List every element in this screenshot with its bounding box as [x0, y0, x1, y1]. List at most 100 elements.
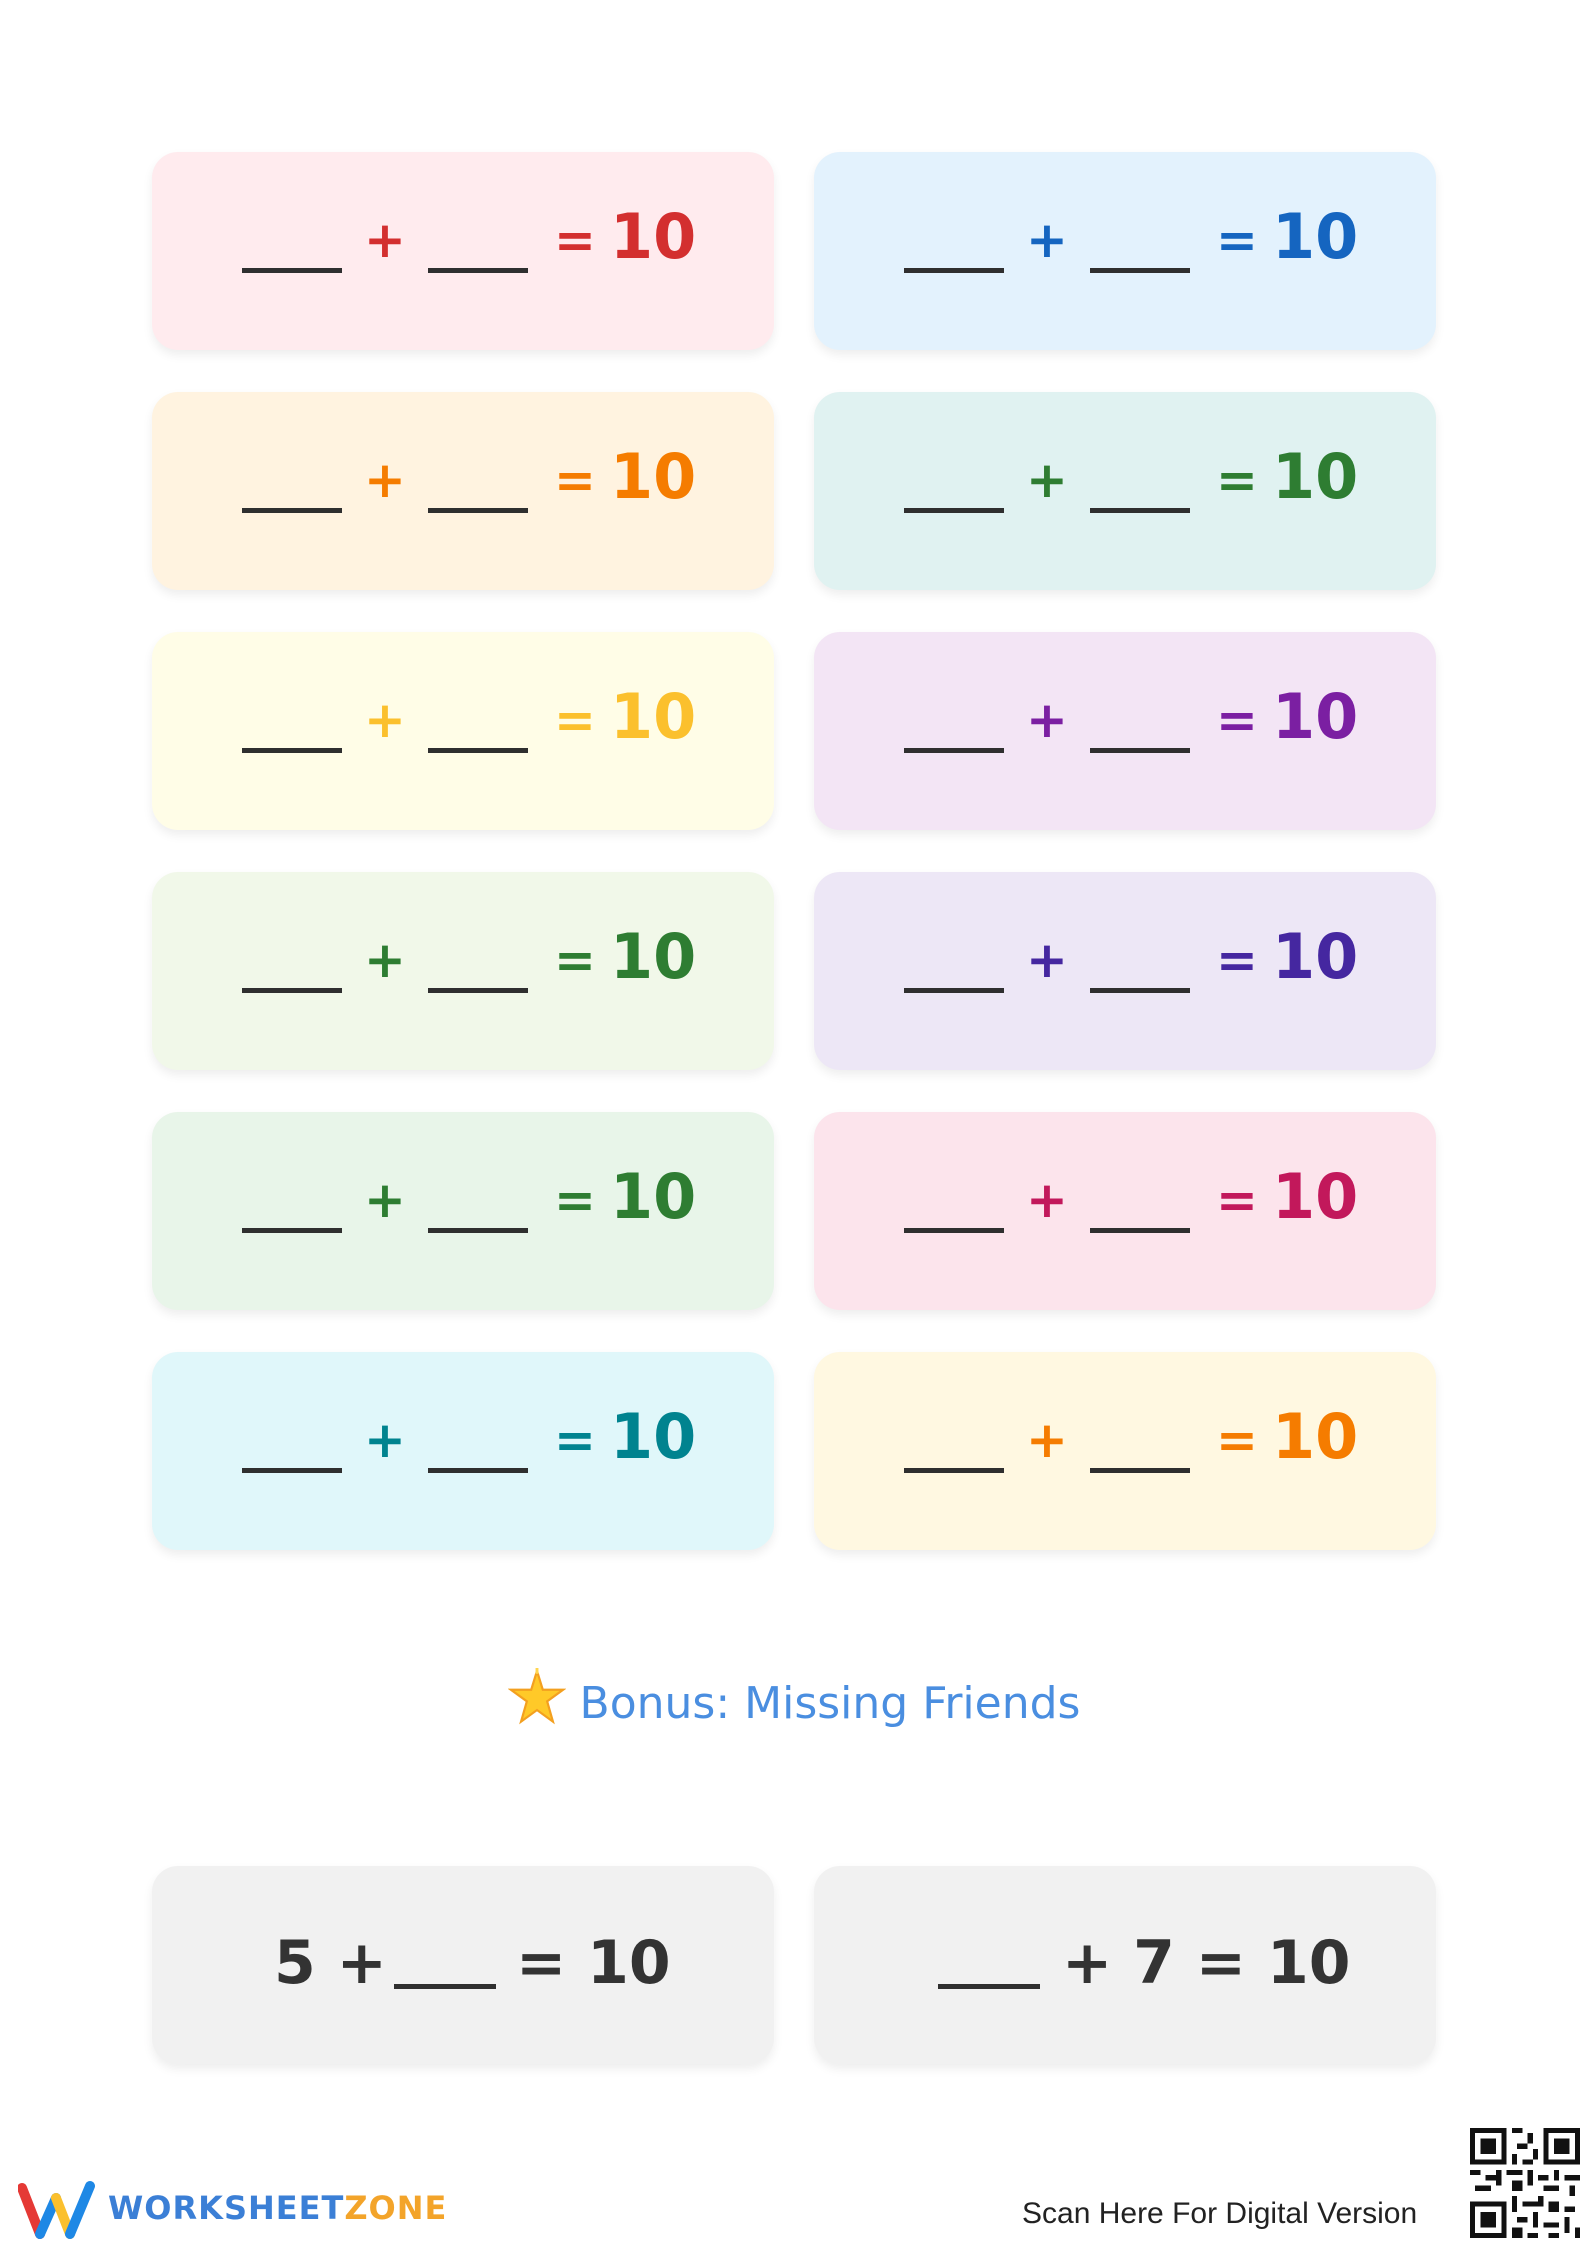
answer-blank[interactable] — [938, 1934, 1040, 1989]
plus-sign: + — [1026, 1171, 1068, 1229]
answer-blank[interactable] — [242, 1418, 342, 1473]
equals-sign: = — [554, 211, 596, 269]
equals-sign: = — [554, 1411, 596, 1469]
brand-part1: WORKSHEET — [108, 2189, 345, 2227]
equation-card: + = 10 — [814, 632, 1436, 830]
sum-value: 10 — [610, 440, 697, 513]
answer-blank[interactable] — [242, 218, 342, 273]
star-icon — [507, 1668, 566, 1725]
plus-sign: + — [364, 451, 406, 509]
answer-blank[interactable] — [904, 938, 1004, 993]
answer-blank[interactable] — [428, 1418, 528, 1473]
sum-value: 10 — [1272, 200, 1359, 273]
answer-blank[interactable] — [428, 458, 528, 513]
equation: + = 10 — [242, 444, 722, 548]
equals-sign: = — [554, 451, 596, 509]
equation-card: + = 10 — [152, 152, 774, 350]
plus-sign: + — [364, 691, 406, 749]
answer-blank[interactable] — [1090, 1418, 1190, 1473]
equation: + = 10 — [242, 684, 722, 788]
scan-text: Scan Here For Digital Version — [1022, 2197, 1418, 2230]
bonus-heading: Bonus: Missing Friends — [0, 1668, 1588, 1729]
bonus-left-suffix: = 10 — [516, 1928, 671, 1998]
answer-blank[interactable] — [428, 938, 528, 993]
equation: + = 10 — [904, 924, 1384, 1028]
answer-blank[interactable] — [428, 218, 528, 273]
answer-blank[interactable] — [1090, 218, 1190, 273]
sum-value: 10 — [610, 920, 697, 993]
bonus-grid: 5 + = 10 + 7 = 10 — [152, 1866, 1436, 2064]
equation-card: + = 10 — [814, 152, 1436, 350]
equals-sign: = — [1216, 931, 1258, 989]
equation: + = 10 — [904, 204, 1384, 308]
answer-blank[interactable] — [1090, 458, 1190, 513]
worksheetzone-logo-icon — [18, 2181, 95, 2239]
answer-blank[interactable] — [1090, 698, 1190, 753]
equals-sign: = — [554, 691, 596, 749]
answer-blank[interactable] — [394, 1934, 496, 1989]
plus-sign: + — [1026, 211, 1068, 269]
equation-card: + = 10 — [152, 1352, 774, 1550]
sum-value: 10 — [610, 1400, 697, 1473]
equation-card: + = 10 — [152, 632, 774, 830]
answer-blank[interactable] — [242, 458, 342, 513]
answer-blank[interactable] — [242, 698, 342, 753]
plus-sign: + — [1026, 451, 1068, 509]
equals-sign: = — [1216, 691, 1258, 749]
equals-sign: = — [554, 1171, 596, 1229]
equation-card: + = 10 — [152, 1112, 774, 1310]
answer-blank[interactable] — [904, 458, 1004, 513]
qr-code-icon[interactable] — [1470, 2128, 1580, 2238]
plus-sign: + — [364, 1411, 406, 1469]
plus-sign: + — [1026, 1411, 1068, 1469]
equation: + = 10 — [904, 444, 1384, 548]
bonus-right-suffix: + 7 = 10 — [1062, 1928, 1351, 1998]
equation-card: + = 10 — [814, 1112, 1436, 1310]
equation-card: + = 10 — [152, 872, 774, 1070]
equals-sign: = — [1216, 211, 1258, 269]
sum-value: 10 — [1272, 1400, 1359, 1473]
answer-blank[interactable] — [904, 698, 1004, 753]
equation: + = 10 — [242, 1164, 722, 1268]
brand-name: WORKSHEETZONE — [108, 2189, 447, 2227]
plus-sign: + — [1026, 691, 1068, 749]
answer-blank[interactable] — [1090, 938, 1190, 993]
bonus-card-left: 5 + = 10 — [152, 1866, 774, 2064]
equation: + = 10 — [242, 204, 722, 308]
plus-sign: + — [364, 211, 406, 269]
equation: + = 10 — [242, 1404, 722, 1508]
sum-value: 10 — [1272, 680, 1359, 753]
plus-sign: + — [364, 1171, 406, 1229]
answer-blank[interactable] — [904, 1178, 1004, 1233]
equation-card: + = 10 — [814, 872, 1436, 1070]
answer-blank[interactable] — [242, 1178, 342, 1233]
bonus-left-prefix: 5 + — [274, 1928, 387, 1998]
equation-card: + = 10 — [814, 392, 1436, 590]
sum-value: 10 — [610, 680, 697, 753]
sum-value: 10 — [610, 200, 697, 273]
answer-blank[interactable] — [242, 938, 342, 993]
equation-card: + = 10 — [152, 392, 774, 590]
plus-sign: + — [1026, 931, 1068, 989]
bonus-card-right: + 7 = 10 — [814, 1866, 1436, 2064]
equation: + = 10 — [904, 684, 1384, 788]
answer-blank[interactable] — [428, 698, 528, 753]
equals-sign: = — [554, 931, 596, 989]
sum-value: 10 — [1272, 1160, 1359, 1233]
answer-blank[interactable] — [1090, 1178, 1190, 1233]
equation: + = 10 — [242, 924, 722, 1028]
answer-blank[interactable] — [904, 1418, 1004, 1473]
equation: + = 10 — [904, 1404, 1384, 1508]
brand-part2: ZONE — [344, 2189, 448, 2227]
answer-blank[interactable] — [904, 218, 1004, 273]
equals-sign: = — [1216, 1171, 1258, 1229]
sum-value: 10 — [1272, 920, 1359, 993]
sum-value: 10 — [1272, 440, 1359, 513]
bonus-title: Bonus: Missing Friends — [579, 1678, 1081, 1729]
sum-value: 10 — [610, 1160, 697, 1233]
answer-blank[interactable] — [428, 1178, 528, 1233]
equals-sign: = — [1216, 451, 1258, 509]
equation-card: + = 10 — [814, 1352, 1436, 1550]
equation: + = 10 — [904, 1164, 1384, 1268]
plus-sign: + — [364, 931, 406, 989]
